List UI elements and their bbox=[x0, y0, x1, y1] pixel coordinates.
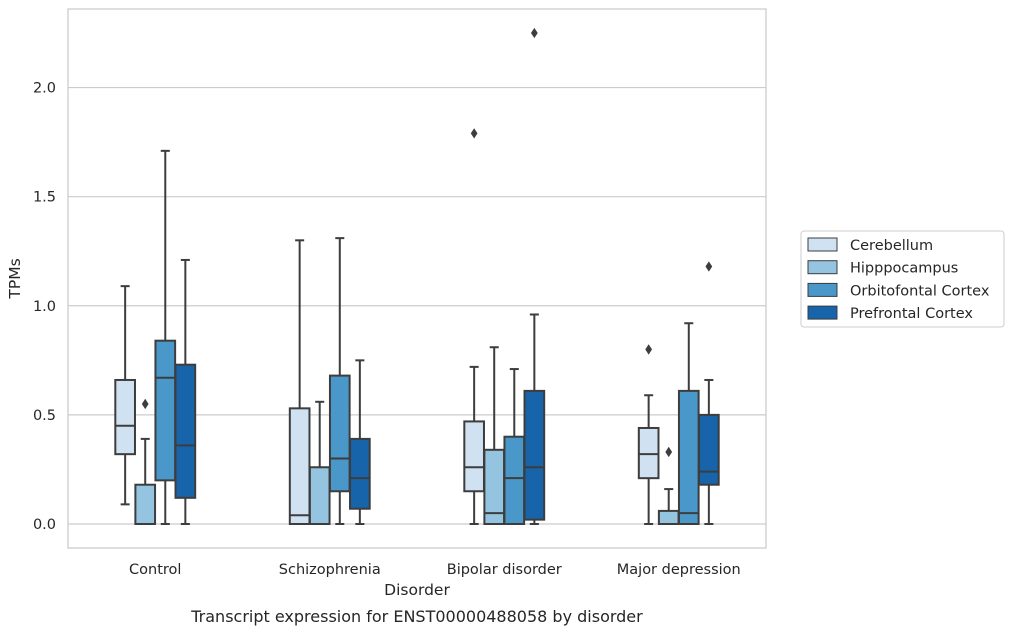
box-prefrontal-cortex bbox=[698, 261, 720, 525]
box-orbitofontal-cortex bbox=[503, 368, 526, 525]
outlier-point bbox=[665, 446, 673, 458]
legend-label: Prefrontal Cortex bbox=[850, 306, 973, 322]
box-iqr bbox=[698, 413, 720, 486]
box-iqr bbox=[154, 339, 177, 482]
outlier-point bbox=[470, 128, 478, 139]
box-iqr bbox=[637, 426, 660, 480]
legend-label: Orbitofontal Cortex bbox=[850, 283, 990, 299]
box-iqr bbox=[308, 466, 331, 525]
box-iqr bbox=[328, 374, 351, 493]
y-tick-label: 1.5 bbox=[33, 190, 56, 206]
legend-swatch bbox=[807, 237, 838, 252]
box-hipppocampus bbox=[134, 398, 157, 525]
box-iqr bbox=[463, 420, 485, 493]
box-cerebellum bbox=[114, 285, 136, 506]
box-iqr bbox=[657, 509, 680, 525]
legend: Cerebellum Hipppocampus Orbitofontal Corte… bbox=[800, 230, 1005, 328]
box-prefrontal-cortex bbox=[523, 27, 546, 525]
box-iqr bbox=[523, 389, 546, 521]
box-iqr bbox=[288, 407, 311, 525]
box-iqr bbox=[677, 389, 700, 525]
legend-swatch bbox=[807, 260, 838, 275]
x-tick-label: Major depression bbox=[617, 562, 741, 578]
outlier-point bbox=[530, 27, 538, 39]
outlier-point bbox=[141, 398, 149, 410]
legend-label: Cerebellum bbox=[850, 238, 933, 254]
box-cerebellum bbox=[288, 239, 311, 525]
box-hipppocampus bbox=[483, 346, 506, 525]
legend-swatch bbox=[807, 282, 838, 297]
outlier-point bbox=[705, 261, 713, 272]
plot-frame bbox=[67, 8, 767, 549]
box-prefrontal-cortex bbox=[349, 359, 371, 525]
y-tick-label: 0.5 bbox=[33, 408, 56, 424]
y-tick-label: 0.0 bbox=[33, 517, 56, 533]
x-axis-label: Disorder bbox=[384, 581, 450, 599]
box-hipppocampus bbox=[657, 446, 680, 525]
box-plot-boxes bbox=[114, 27, 720, 525]
y-axis-label: TPMs bbox=[6, 258, 24, 299]
y-tick-label: 1.0 bbox=[33, 299, 56, 315]
legend-label: Hipppocampus bbox=[850, 261, 958, 277]
legend-swatch bbox=[807, 305, 838, 320]
outlier-point bbox=[645, 344, 653, 355]
box-iqr bbox=[349, 437, 371, 510]
box-hipppocampus bbox=[308, 400, 331, 525]
box-iqr bbox=[174, 363, 197, 499]
box-iqr bbox=[503, 435, 526, 525]
box-orbitofontal-cortex bbox=[677, 322, 700, 525]
box-cerebellum bbox=[463, 128, 485, 525]
box-iqr bbox=[114, 378, 136, 456]
box-cerebellum bbox=[637, 344, 660, 525]
box-iqr bbox=[134, 483, 157, 525]
x-tick-label: Control bbox=[129, 562, 181, 578]
y-tick-label: 2.0 bbox=[33, 81, 56, 97]
box-prefrontal-cortex bbox=[174, 258, 197, 525]
x-tick-label: Schizophrenia bbox=[279, 562, 381, 578]
y-axis-ticks: 0.0 0.5 1.0 1.5 2.0 bbox=[33, 81, 56, 533]
x-tick-label: Bipolar disorder bbox=[447, 562, 562, 578]
box-orbitofontal-cortex bbox=[154, 149, 177, 525]
x-axis-ticks: Control Schizophrenia Bipolar disorder Majo… bbox=[129, 562, 741, 578]
chart-caption: Transcript expression for ENST0000048805… bbox=[190, 607, 643, 626]
box-orbitofontal-cortex bbox=[328, 237, 351, 525]
legend-frame bbox=[800, 230, 1005, 328]
